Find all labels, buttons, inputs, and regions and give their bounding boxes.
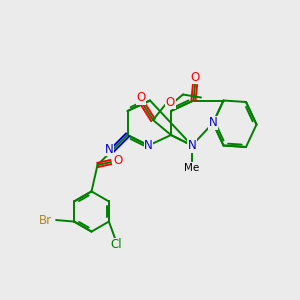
Text: N: N — [188, 139, 196, 152]
Text: Me: Me — [184, 163, 200, 173]
Text: O: O — [136, 91, 146, 104]
Text: N: N — [208, 116, 217, 130]
Text: Br: Br — [39, 214, 52, 226]
Text: Cl: Cl — [111, 238, 122, 251]
Text: O: O — [166, 95, 175, 109]
Text: O: O — [113, 154, 122, 167]
Text: O: O — [190, 70, 200, 84]
Text: N: N — [105, 142, 114, 156]
Text: N: N — [144, 139, 153, 152]
